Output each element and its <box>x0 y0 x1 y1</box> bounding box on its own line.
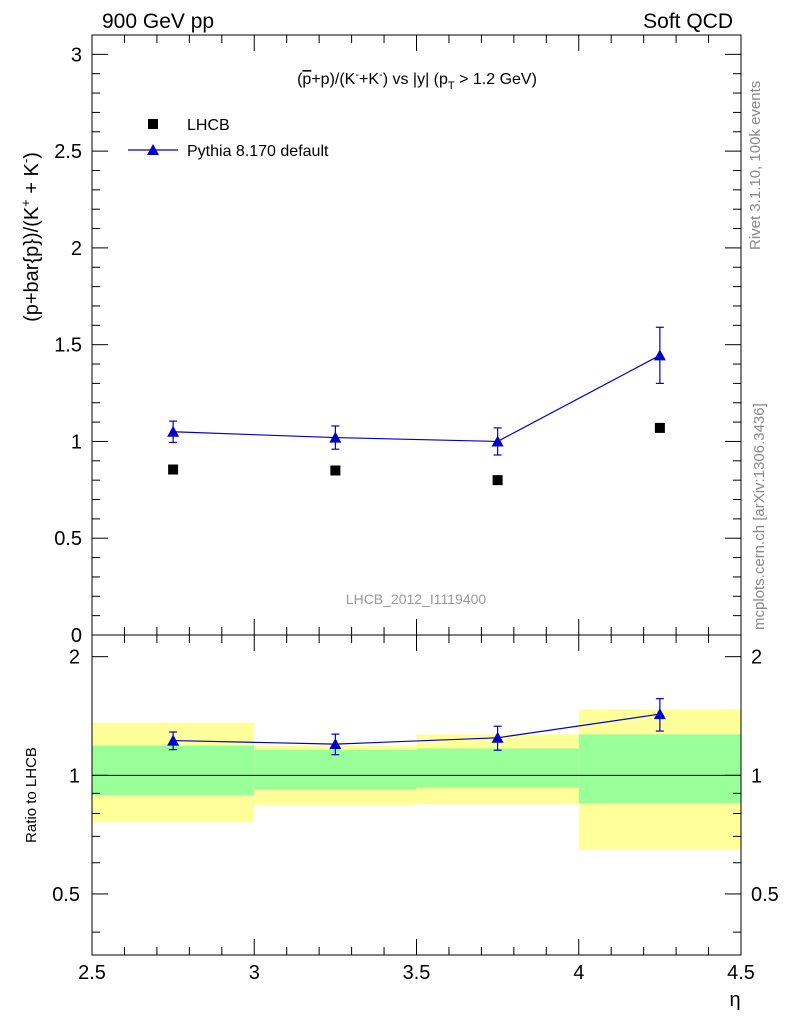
main-ytick-label: 2.5 <box>54 141 82 163</box>
pythia-data-point <box>167 425 180 437</box>
pythia-data-point <box>491 435 504 447</box>
xtick-label: 4.5 <box>727 962 755 984</box>
arxiv-label: mcplots.cern.ch [arXiv:1306.3436] <box>751 403 768 630</box>
main-ytick-label: 0 <box>71 625 82 647</box>
ratio-frame <box>91 634 742 956</box>
legend-pythia-label: Pythia 8.170 default <box>187 143 329 160</box>
xtick-label: 3 <box>249 962 260 984</box>
ratio-ytick-label-right: 2 <box>751 647 762 669</box>
x-axis-label: η <box>729 989 740 1011</box>
pythia-data-point <box>329 431 342 443</box>
ratio-ticks: 0.5 0.5 1 1 2 2 2.5 3 3.5 4 4.5 <box>52 635 779 984</box>
main-title: (p+p)/(K-+K-) vs |y| (pT > 1.2 GeV) <box>297 69 537 92</box>
xtick-label: 3.5 <box>403 962 431 984</box>
ratio-ytick-label-left: 0.5 <box>52 884 80 906</box>
pythia-data-point <box>653 349 666 361</box>
header-right: Soft QCD <box>643 10 733 33</box>
xtick-label: 2.5 <box>78 962 106 984</box>
main-ytick-label: 1.5 <box>54 335 82 357</box>
main-ytick-label: 0.5 <box>54 528 82 550</box>
ratio-series-line <box>173 713 660 745</box>
ratio-data-point <box>653 708 666 720</box>
main-ytick-label: 3 <box>71 44 82 66</box>
ratio-panel: 0.5 0.5 1 1 2 2 2.5 3 3.5 4 4.5 Ratio to LHCB η <box>23 634 779 1011</box>
uncertainty-band-inner <box>254 749 417 790</box>
header-left: 900 GeV pp <box>102 10 214 33</box>
ratio-ytick-label-right: 0.5 <box>751 884 779 906</box>
ratio-data-point <box>329 738 342 750</box>
main-ytick-label: 2 <box>71 238 82 260</box>
uncertainty-band-inner <box>578 734 741 804</box>
rivet-label: Rivet 3.1.10, 100k events <box>747 81 764 250</box>
lhcb-data-point <box>168 464 179 475</box>
analysis-watermark: LHCB_2012_I1119400 <box>346 591 487 607</box>
ratio-data-point <box>491 731 504 743</box>
pythia-series-line <box>173 354 661 443</box>
xtick-label: 4 <box>573 962 584 984</box>
lhcb-data-point <box>654 422 665 433</box>
ratio-ylabel: Ratio to LHCB <box>23 747 40 843</box>
lhcb-data-point <box>330 465 341 476</box>
legend: LHCB Pythia 8.170 default <box>128 117 329 160</box>
legend-pythia-marker <box>147 144 159 155</box>
uncertainty-band-inner <box>416 748 579 788</box>
legend-lhcb-marker <box>148 119 158 129</box>
main-ylabel: (p+bar{p})/(K+ + K-) <box>18 152 43 322</box>
legend-lhcb-label: LHCB <box>187 117 230 134</box>
lhcb-data-point <box>492 475 503 486</box>
main-panel: 0 0.5 1 1.5 2 2.5 3 (p+p)/(K-+K-) vs |y| (pT >… <box>18 34 742 647</box>
main-ytick-label: 1 <box>71 431 82 453</box>
uncertainty-band-inner <box>92 745 255 796</box>
main-marks <box>167 326 666 486</box>
ratio-ytick-label-left: 2 <box>69 647 80 669</box>
ratio-ytick-label-right: 1 <box>751 765 762 787</box>
ratio-marks <box>92 698 741 850</box>
ratio-ytick-label-left: 1 <box>69 765 80 787</box>
ratio-data-point <box>167 734 180 746</box>
